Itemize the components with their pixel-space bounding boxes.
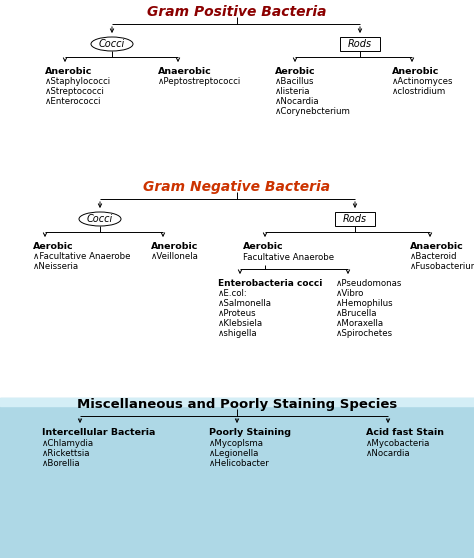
Text: Poorly Staining: Poorly Staining (209, 428, 291, 437)
Text: ∧Vibro: ∧Vibro (336, 289, 365, 298)
Text: Anerobic: Anerobic (45, 67, 92, 76)
Text: Facultative Anaerobe: Facultative Anaerobe (243, 253, 334, 262)
Text: ∧Helicobacter: ∧Helicobacter (209, 459, 270, 468)
Text: Rods: Rods (343, 214, 367, 224)
Text: ∧Moraxella: ∧Moraxella (336, 319, 384, 328)
Text: Miscellaneous and Poorly Staining Species: Miscellaneous and Poorly Staining Specie… (77, 398, 397, 411)
FancyBboxPatch shape (335, 212, 375, 226)
Text: ∧Proteus: ∧Proteus (218, 309, 256, 318)
Text: ∧Klebsiela: ∧Klebsiela (218, 319, 263, 328)
Text: ∧Legionella: ∧Legionella (209, 449, 259, 458)
Text: ∧Salmonella: ∧Salmonella (218, 299, 272, 308)
Text: Cocci: Cocci (99, 39, 125, 49)
Text: Anerobic: Anerobic (151, 242, 199, 251)
Text: Cocci: Cocci (87, 214, 113, 224)
Text: ∧Enterococci: ∧Enterococci (45, 97, 101, 106)
Text: ∧Actinomyces: ∧Actinomyces (392, 77, 454, 86)
Text: ∧Rickettsia: ∧Rickettsia (42, 449, 91, 458)
Text: ∧shigella: ∧shigella (218, 329, 258, 338)
Text: ∧clostridium: ∧clostridium (392, 87, 446, 96)
Text: ∧Pseudomonas: ∧Pseudomonas (336, 279, 402, 288)
Text: Gram Positive Bacteria: Gram Positive Bacteria (147, 5, 327, 19)
FancyBboxPatch shape (340, 37, 380, 51)
Text: ∧Mycoplsma: ∧Mycoplsma (209, 439, 264, 448)
Text: ∧Staphylococci: ∧Staphylococci (45, 77, 111, 86)
Text: ∧Veillonela: ∧Veillonela (151, 252, 199, 261)
Text: Gram Negative Bacteria: Gram Negative Bacteria (144, 180, 330, 194)
Bar (0, 398, 474, 406)
Ellipse shape (91, 37, 133, 51)
Text: ∧Bacillus: ∧Bacillus (275, 77, 315, 86)
Text: ∧E.col:: ∧E.col: (218, 289, 248, 298)
Text: Anaerobic: Anaerobic (410, 242, 464, 251)
Text: ∧Peptostreptococci: ∧Peptostreptococci (158, 77, 241, 86)
Text: ∧Chlamydia: ∧Chlamydia (42, 439, 94, 448)
Text: ∧Spirochetes: ∧Spirochetes (336, 329, 393, 338)
Text: ∧Nocardia: ∧Nocardia (275, 97, 319, 106)
Text: Intercellular Bacteria: Intercellular Bacteria (42, 428, 155, 437)
Text: ∧Neisseria: ∧Neisseria (33, 262, 79, 271)
Text: ∧Streptococci: ∧Streptococci (45, 87, 105, 96)
Text: Aerobic: Aerobic (243, 242, 283, 251)
Text: ∧Mycobacteria: ∧Mycobacteria (366, 439, 430, 448)
Bar (0, 398, 474, 558)
Text: ∧Borellia: ∧Borellia (42, 459, 81, 468)
Text: Aerobic: Aerobic (275, 67, 316, 76)
Text: ∧Brucella: ∧Brucella (336, 309, 377, 318)
Text: ∧Corynebcterium: ∧Corynebcterium (275, 107, 351, 116)
Text: Enterobacteria cocci: Enterobacteria cocci (218, 279, 322, 288)
Text: ∧Facultative Anaerobe: ∧Facultative Anaerobe (33, 252, 130, 261)
Text: ∧Nocardia: ∧Nocardia (366, 449, 410, 458)
Text: ∧listeria: ∧listeria (275, 87, 310, 96)
Text: ∧Fusobacterium: ∧Fusobacterium (410, 262, 474, 271)
Ellipse shape (79, 212, 121, 226)
Text: Rods: Rods (348, 39, 372, 49)
Text: ∧Hemophilus: ∧Hemophilus (336, 299, 393, 308)
Text: ∧Bacteroid: ∧Bacteroid (410, 252, 457, 261)
Text: Anerobic: Anerobic (392, 67, 439, 76)
Text: Acid fast Stain: Acid fast Stain (366, 428, 444, 437)
Text: Anaerobic: Anaerobic (158, 67, 212, 76)
Text: Aerobic: Aerobic (33, 242, 73, 251)
